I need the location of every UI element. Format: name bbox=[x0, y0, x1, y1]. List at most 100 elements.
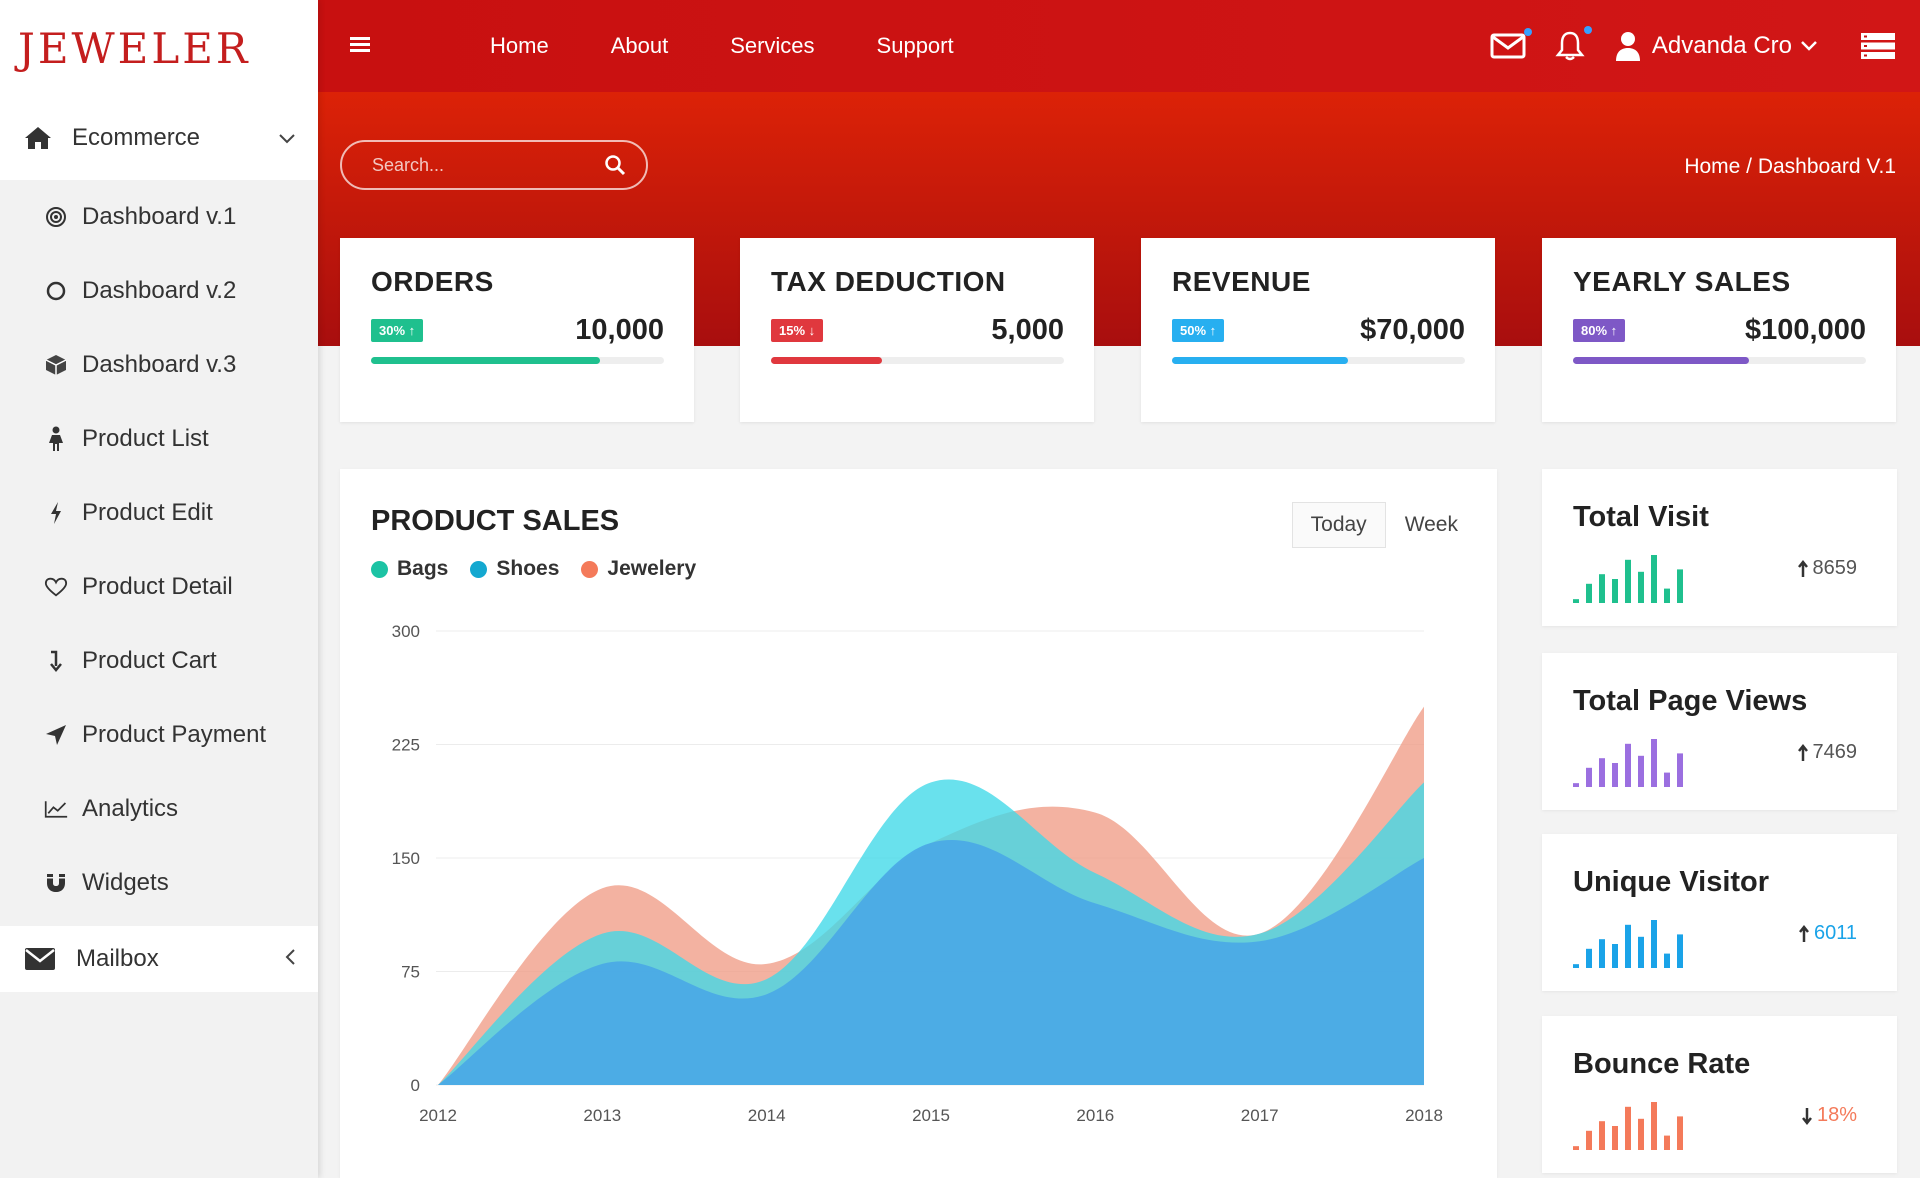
legend-swatch bbox=[581, 560, 599, 578]
sparkline-bar bbox=[1599, 574, 1605, 603]
panel-toggle-icon[interactable] bbox=[1860, 31, 1896, 61]
bolt-icon bbox=[44, 501, 68, 525]
sidebar-item-product-edit[interactable]: Product Edit bbox=[0, 476, 318, 550]
sidebar-item-label: Dashboard v.2 bbox=[82, 277, 237, 304]
metric-card-total-page-views: Total Page Views 7469 bbox=[1542, 653, 1897, 810]
sidebar-item-label: Product Cart bbox=[82, 647, 217, 674]
nav-link-services[interactable]: Services bbox=[730, 33, 815, 58]
legend-item-shoes[interactable]: Shoes bbox=[470, 557, 559, 581]
product-sales-chart: 300 225 150 75 0 2012 2013 2014 2015 2016 2017 2018 bbox=[392, 622, 1443, 1125]
stat-card-revenue: REVENUE 50% ↑ $70,000 bbox=[1141, 238, 1495, 422]
legend-item-jewelery[interactable]: Jewelery bbox=[581, 557, 696, 581]
sidebar-item-product-detail[interactable]: Product Detail bbox=[0, 550, 318, 624]
metric-value: 7469 bbox=[1812, 741, 1858, 763]
stat-card-yearly-sales: YEARLY SALES 80% ↑ $100,000 bbox=[1542, 238, 1896, 422]
x-tick-label: 2015 bbox=[912, 1106, 950, 1125]
card-title: PRODUCT SALES bbox=[371, 505, 620, 537]
y-tick-label: 300 bbox=[392, 622, 420, 641]
user-menu[interactable]: Advanda Cro bbox=[1614, 30, 1818, 62]
sidebar-item-label: Widgets bbox=[82, 869, 169, 896]
search-icon[interactable] bbox=[604, 154, 626, 176]
sidebar-item-dashboard-v-3[interactable]: Dashboard v.3 bbox=[0, 328, 318, 402]
search-box[interactable] bbox=[340, 140, 648, 190]
hamburger-menu-icon[interactable] bbox=[350, 35, 370, 58]
stat-badge-value: 80% bbox=[1581, 323, 1608, 338]
tab-week[interactable]: Week bbox=[1404, 513, 1458, 536]
sidebar-item-label: Product Edit bbox=[82, 499, 213, 526]
metric-value-row: 7469 bbox=[1797, 741, 1858, 764]
sidebar-item-analytics[interactable]: Analytics bbox=[0, 772, 318, 846]
sidebar-section-label: Ecommerce bbox=[72, 124, 201, 151]
sidebar-item-widgets[interactable]: Widgets bbox=[0, 846, 318, 920]
sidebar-item-dashboard-v-2[interactable]: Dashboard v.2 bbox=[0, 254, 318, 328]
search-input[interactable] bbox=[372, 154, 592, 176]
nav-link-home[interactable]: Home bbox=[490, 33, 549, 58]
sparkline-bar bbox=[1573, 1146, 1579, 1150]
sparkline-bar bbox=[1612, 763, 1618, 787]
nav-link-about[interactable]: About bbox=[610, 33, 669, 58]
trend-up-icon: ↑ bbox=[1607, 323, 1618, 338]
stat-title: YEARLY SALES bbox=[1573, 266, 1791, 297]
sparkline-bar bbox=[1573, 599, 1579, 603]
trend-up-icon bbox=[1797, 559, 1809, 578]
logo-area[interactable]: JEWELER bbox=[0, 0, 318, 96]
sparkline-bar bbox=[1677, 934, 1683, 968]
nav-link-support[interactable]: Support bbox=[876, 33, 954, 58]
sparkline-bar bbox=[1586, 583, 1592, 603]
trend-down-icon bbox=[1801, 1107, 1813, 1125]
metric-value-row: 8659 bbox=[1797, 557, 1857, 580]
chevron-down-icon bbox=[1800, 40, 1818, 52]
legend-swatch bbox=[470, 560, 488, 578]
sparkline-bar bbox=[1664, 588, 1670, 603]
sidebar-item-label: Product List bbox=[82, 425, 209, 452]
bell-icon[interactable] bbox=[1554, 26, 1592, 62]
mail-icon[interactable] bbox=[1490, 28, 1532, 60]
sidebar-submenu: Dashboard v.1 Dashboard v.2 Dashboard v.3 P… bbox=[0, 180, 318, 920]
sparkline-bar bbox=[1664, 772, 1670, 787]
y-tick-label: 0 bbox=[411, 1076, 420, 1095]
line-chart-icon bbox=[44, 798, 68, 820]
sidebar-item-product-payment[interactable]: Product Payment bbox=[0, 698, 318, 772]
stat-progress-fill bbox=[771, 357, 883, 364]
tab-today[interactable]: Today bbox=[1291, 502, 1386, 548]
legend-label: Bags bbox=[397, 557, 449, 580]
sidebar-item-label: Product Payment bbox=[82, 721, 267, 748]
sparkline-chart bbox=[1573, 555, 1683, 603]
metric-card-bounce-rate: Bounce Rate 18% bbox=[1542, 1016, 1897, 1173]
metric-value: 6011 bbox=[1813, 922, 1857, 944]
trend-up-icon: ↑ bbox=[1206, 323, 1217, 338]
sidebar-section-ecommerce[interactable]: Ecommerce bbox=[0, 96, 318, 180]
stat-progress-bar bbox=[1573, 357, 1866, 364]
sidebar-item-mailbox[interactable]: Mailbox bbox=[0, 926, 318, 992]
brand-logo[interactable]: JEWELER bbox=[18, 23, 251, 73]
period-tabs: Today Week bbox=[1291, 502, 1477, 548]
x-tick-label: 2016 bbox=[1076, 1106, 1114, 1125]
mail-notification-dot bbox=[1523, 28, 1532, 36]
legend-item-bags[interactable]: Bags bbox=[371, 557, 448, 581]
sparkline-bar bbox=[1638, 936, 1644, 968]
bell-notification-dot bbox=[1583, 26, 1592, 34]
stat-value: $100,000 bbox=[1745, 314, 1866, 346]
stat-title: TAX DEDUCTION bbox=[771, 266, 1006, 297]
metric-value-row: 18% bbox=[1801, 1104, 1857, 1127]
sidebar-item-dashboard-v-1[interactable]: Dashboard v.1 bbox=[0, 180, 318, 254]
sidebar-item-product-list[interactable]: Product List bbox=[0, 402, 318, 476]
stat-badge: 80% ↑ bbox=[1573, 319, 1626, 342]
stat-value: 5,000 bbox=[991, 314, 1064, 346]
sparkline-bar bbox=[1638, 1118, 1644, 1150]
stat-row: 80% ↑ $100,000 bbox=[1573, 314, 1866, 347]
trend-up-icon: ↑ bbox=[405, 323, 416, 338]
metric-title: Total Page Views bbox=[1573, 685, 1808, 717]
x-tick-label: 2012 bbox=[419, 1106, 457, 1125]
stat-badge-value: 30% bbox=[379, 323, 406, 338]
sparkline-bar bbox=[1664, 953, 1670, 968]
stat-progress-bar bbox=[771, 357, 1064, 364]
top-navbar: Home About Services Support Advanda Cro bbox=[318, 0, 1920, 92]
sidebar-item-product-cart[interactable]: Product Cart bbox=[0, 624, 318, 698]
sparkline-bar bbox=[1651, 739, 1657, 787]
stat-card-tax-deduction: TAX DEDUCTION 15% ↓ 5,000 bbox=[740, 238, 1094, 422]
x-tick-label: 2013 bbox=[583, 1106, 621, 1125]
sparkline-bar bbox=[1599, 758, 1605, 787]
metric-title: Bounce Rate bbox=[1573, 1048, 1751, 1080]
y-tick-label: 225 bbox=[392, 736, 420, 755]
